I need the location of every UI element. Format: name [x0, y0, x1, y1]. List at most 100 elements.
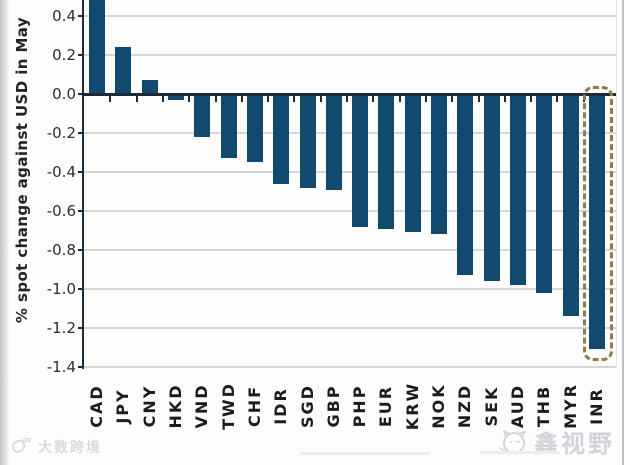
bar-aud [509, 95, 526, 286]
bar-cny [141, 80, 158, 94]
image-edge-shadow-left [0, 0, 10, 465]
y-tick-label: -1.2 [46, 319, 76, 337]
watermark-logo-icon [12, 437, 32, 453]
bar-krw [404, 95, 421, 233]
bar-sek [483, 95, 500, 282]
y-axis-tick [78, 327, 84, 329]
x-label-eur: EUR [376, 384, 396, 428]
bar-eur [378, 95, 395, 229]
watermark-text-left: 大数跨境 [38, 440, 102, 456]
bar-nok [431, 95, 448, 235]
y-axis-title: % spot change against USD in May [13, 16, 31, 324]
bar-thb [536, 95, 553, 293]
gridline [84, 210, 616, 212]
y-axis-tick [78, 15, 84, 17]
bar-hkd [168, 95, 185, 100]
y-axis-tick [78, 93, 84, 95]
image-edge-shadow-right [622, 0, 624, 465]
x-axis-tick [188, 96, 191, 102]
artifact-smudge [480, 451, 560, 454]
x-axis-tick [214, 96, 217, 102]
bar-cad [89, 0, 106, 94]
y-tick-label: -0.4 [46, 163, 76, 181]
x-axis-tick [293, 96, 296, 102]
gridline [84, 366, 616, 368]
x-label-sek: SEK [481, 385, 501, 427]
gridline [84, 171, 616, 173]
x-axis-tick [477, 96, 480, 102]
bar-sgd [299, 95, 316, 188]
x-axis-tick [503, 96, 506, 102]
gridline [84, 132, 616, 134]
y-tick-label: 0.2 [52, 46, 76, 64]
y-tick-label: -1.4 [46, 358, 76, 376]
gridline [84, 15, 616, 17]
x-label-gbp: GBP [323, 384, 343, 428]
x-axis-tick [135, 96, 138, 102]
x-label-vnd: VND [192, 383, 212, 429]
x-label-nok: NOK [429, 383, 449, 429]
y-tick-label: 0.0 [52, 85, 76, 103]
bar-idr [273, 95, 290, 184]
x-label-sgd: SGD [297, 384, 317, 428]
gridline [84, 54, 616, 56]
x-axis-tick [240, 96, 243, 102]
y-tick-label: -0.2 [46, 124, 76, 142]
x-label-hkd: HKD [166, 383, 186, 429]
x-axis-tick [451, 96, 454, 102]
x-label-aud: AUD [507, 383, 527, 429]
watermark-bottom-left: 大数跨境 [10, 436, 102, 458]
x-label-chf: CHF [244, 384, 264, 428]
bar-gbp [325, 95, 342, 190]
x-label-php: PHP [350, 384, 370, 428]
y-axis-line [82, 0, 84, 369]
y-tick-label: -1.0 [46, 280, 76, 298]
x-label-myr: MYR [560, 383, 580, 429]
x-label-twd: TWD [218, 382, 238, 430]
bar-myr [562, 95, 579, 317]
bar-jpy [115, 47, 132, 94]
y-tick-label: 0.4 [52, 7, 76, 25]
x-label-cny: CNY [139, 384, 159, 428]
x-axis-tick [530, 96, 533, 102]
x-label-idr: IDR [271, 387, 291, 425]
gridline [84, 249, 616, 251]
x-axis-tick [319, 96, 322, 102]
bar-chf [246, 95, 263, 163]
x-axis-zero-line [84, 93, 616, 96]
y-axis-tick [78, 132, 84, 134]
y-axis-tick [78, 54, 84, 56]
bar-php [352, 95, 369, 227]
bar-twd [220, 95, 237, 159]
y-axis-tick [78, 171, 84, 173]
x-label-cad: CAD [87, 384, 107, 428]
x-axis-tick [346, 96, 348, 102]
bar-nzd [457, 95, 474, 276]
plot-right-border [616, 0, 617, 367]
x-axis-tick [372, 96, 375, 102]
bar-inr [588, 95, 605, 350]
y-tick-label: -0.8 [46, 241, 76, 259]
x-label-thb: THB [534, 384, 554, 428]
y-axis-tick [78, 366, 84, 368]
x-axis-tick [398, 96, 401, 102]
artifact-smudge [300, 452, 430, 455]
x-axis-tick [267, 96, 270, 102]
y-tick-label: -0.6 [46, 202, 76, 220]
x-axis-tick [161, 96, 164, 102]
x-axis-tick [109, 96, 112, 102]
x-axis-tick [424, 96, 427, 102]
y-axis-tick [78, 288, 84, 290]
highlight-box-inr [582, 86, 613, 362]
gridline [84, 327, 616, 329]
y-axis-tick [78, 210, 84, 212]
bar-vnd [194, 95, 211, 137]
x-axis-tick [556, 96, 559, 102]
x-label-jpy: JPY [113, 388, 133, 424]
x-label-nzd: NZD [455, 383, 475, 429]
gridline [84, 288, 616, 290]
x-label-inr: INR [586, 387, 606, 425]
x-label-krw: KRW [402, 381, 422, 431]
y-axis-tick [78, 249, 84, 251]
